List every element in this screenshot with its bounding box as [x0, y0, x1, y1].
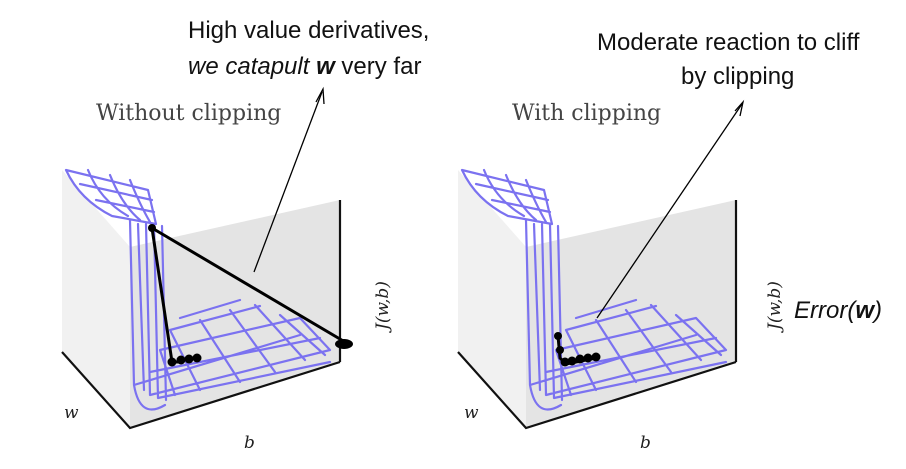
- box-left-wall: [62, 170, 130, 428]
- error-label-prefix: Error(: [794, 297, 858, 324]
- trajectory-unclipped: [148, 224, 353, 367]
- axis-label-b: b: [244, 433, 255, 453]
- annotation-line: Moderate reaction to cliff: [597, 29, 860, 56]
- trajectory-point: [575, 354, 585, 364]
- trajectory-point: [554, 332, 562, 340]
- box-left-wall: [458, 170, 526, 428]
- catapult-jump: [151, 226, 346, 344]
- trajectory-point: [591, 352, 601, 362]
- annotation-left: High value derivatives, we catapult w ve…: [188, 17, 429, 273]
- trajectory-point: [583, 353, 593, 363]
- axis-label-w: w: [64, 403, 79, 423]
- annotation-italic: we catapult: [188, 53, 311, 80]
- trajectory-point: [148, 224, 156, 232]
- panel-without-clipping: Without clipping w b J(w,b): [61, 101, 393, 453]
- trajectory-point: [167, 357, 177, 367]
- axis-label-w: w: [464, 403, 479, 423]
- arrowhead: [734, 99, 745, 117]
- trajectory-point: [556, 346, 564, 354]
- trajectory-point: [560, 357, 570, 367]
- panel-title: Without clipping: [96, 101, 281, 126]
- error-label-w: w: [855, 297, 875, 324]
- annotation-right: Moderate reaction to cliff by clipping: [596, 29, 860, 319]
- trajectory-point: [184, 354, 194, 364]
- axis-label-j: J(w,b): [765, 281, 785, 333]
- trajectory-point: [176, 355, 186, 365]
- error-label: Error(w): [794, 297, 882, 324]
- box-bottom-edge: [61, 351, 341, 430]
- annotation-line: by clipping: [681, 63, 794, 90]
- annotation-line: we catapult w very far: [188, 53, 421, 80]
- axis-label-j: J(w,b): [373, 281, 393, 333]
- panel-title: With clipping: [512, 101, 661, 126]
- trajectory-point: [567, 356, 577, 366]
- box-bottom-edge: [457, 351, 737, 430]
- annotation-arrow: [596, 103, 743, 319]
- annotation-line: High value derivatives,: [188, 17, 429, 44]
- trajectory-point: [192, 353, 202, 363]
- arrowhead: [315, 86, 325, 105]
- trajectory-endpoint: [335, 339, 353, 349]
- annotation-arrow: [253, 91, 323, 273]
- trajectory-clipped: [554, 332, 601, 367]
- axis-label-b: b: [640, 433, 651, 453]
- error-label-suffix: ): [871, 297, 882, 324]
- annotation-tail: very far: [341, 53, 421, 80]
- panel-with-clipping: With clipping w b J(w,b): [457, 101, 785, 453]
- annotation-w: w: [316, 53, 336, 80]
